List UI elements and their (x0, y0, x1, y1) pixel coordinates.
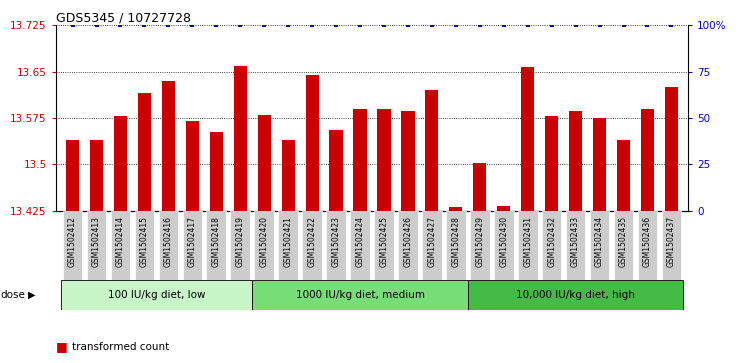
Text: GSM1502424: GSM1502424 (356, 216, 365, 267)
FancyBboxPatch shape (422, 211, 442, 280)
Text: GSM1502430: GSM1502430 (499, 216, 508, 267)
FancyBboxPatch shape (590, 211, 609, 280)
FancyBboxPatch shape (374, 211, 394, 280)
FancyBboxPatch shape (252, 280, 468, 310)
Bar (401, 111, 414, 211)
Bar (497, 206, 510, 211)
Bar (234, 65, 247, 211)
Text: GSM1502418: GSM1502418 (212, 216, 221, 267)
FancyBboxPatch shape (661, 211, 682, 280)
Text: GSM1502412: GSM1502412 (68, 216, 77, 267)
Text: ■: ■ (56, 340, 68, 353)
Bar (161, 81, 175, 211)
Bar (545, 116, 558, 211)
Text: GSM1502422: GSM1502422 (307, 216, 317, 267)
FancyBboxPatch shape (468, 280, 684, 310)
Text: GSM1502417: GSM1502417 (187, 216, 197, 267)
Text: GSM1502420: GSM1502420 (260, 216, 269, 267)
Text: GSM1502433: GSM1502433 (571, 216, 580, 267)
Text: GSM1502414: GSM1502414 (116, 216, 125, 267)
Text: GSM1502426: GSM1502426 (403, 216, 412, 267)
FancyBboxPatch shape (494, 211, 513, 280)
Bar (186, 121, 199, 211)
Bar (210, 131, 223, 211)
Bar (426, 90, 438, 211)
Bar (569, 111, 583, 211)
Text: 10,000 IU/kg diet, high: 10,000 IU/kg diet, high (516, 290, 635, 300)
FancyBboxPatch shape (518, 211, 537, 280)
FancyBboxPatch shape (135, 211, 154, 280)
Text: GSM1502421: GSM1502421 (283, 216, 292, 267)
FancyBboxPatch shape (60, 280, 252, 310)
FancyBboxPatch shape (111, 211, 130, 280)
FancyBboxPatch shape (446, 211, 466, 280)
FancyBboxPatch shape (158, 211, 179, 280)
FancyBboxPatch shape (614, 211, 633, 280)
Bar (641, 109, 654, 211)
Bar (66, 140, 79, 211)
Text: ▶: ▶ (28, 290, 36, 300)
Bar (377, 109, 391, 211)
Bar (114, 116, 127, 211)
FancyBboxPatch shape (302, 211, 322, 280)
Text: dose: dose (1, 290, 25, 300)
FancyBboxPatch shape (398, 211, 417, 280)
Text: transformed count: transformed count (72, 342, 170, 352)
FancyBboxPatch shape (62, 211, 83, 280)
Bar (257, 115, 271, 211)
FancyBboxPatch shape (182, 211, 202, 280)
FancyBboxPatch shape (327, 211, 346, 280)
Text: GSM1502428: GSM1502428 (452, 216, 461, 267)
Bar (593, 118, 606, 211)
FancyBboxPatch shape (638, 211, 657, 280)
Text: GSM1502429: GSM1502429 (475, 216, 484, 267)
Text: GSM1502432: GSM1502432 (547, 216, 557, 267)
Bar (521, 68, 534, 211)
Text: GDS5345 / 10727728: GDS5345 / 10727728 (56, 11, 190, 24)
Text: GSM1502437: GSM1502437 (667, 216, 676, 267)
FancyBboxPatch shape (565, 211, 586, 280)
FancyBboxPatch shape (254, 211, 274, 280)
Text: GSM1502427: GSM1502427 (427, 216, 437, 267)
Bar (473, 163, 487, 211)
Text: GSM1502425: GSM1502425 (379, 216, 388, 267)
Bar (281, 140, 295, 211)
Text: GSM1502415: GSM1502415 (140, 216, 149, 267)
FancyBboxPatch shape (350, 211, 370, 280)
Text: GSM1502413: GSM1502413 (92, 216, 101, 267)
FancyBboxPatch shape (542, 211, 562, 280)
FancyBboxPatch shape (87, 211, 106, 280)
Text: GSM1502423: GSM1502423 (332, 216, 341, 267)
Bar (138, 93, 151, 211)
Text: GSM1502431: GSM1502431 (523, 216, 532, 267)
FancyBboxPatch shape (231, 211, 250, 280)
Bar (617, 140, 630, 211)
Text: GSM1502419: GSM1502419 (236, 216, 245, 267)
Bar (90, 140, 103, 211)
FancyBboxPatch shape (278, 211, 298, 280)
FancyBboxPatch shape (470, 211, 490, 280)
Text: GSM1502436: GSM1502436 (643, 216, 652, 267)
Text: GSM1502416: GSM1502416 (164, 216, 173, 267)
FancyBboxPatch shape (207, 211, 226, 280)
Bar (665, 87, 678, 211)
Bar (330, 130, 343, 211)
Bar (449, 208, 463, 211)
Bar (353, 109, 367, 211)
Text: GSM1502434: GSM1502434 (595, 216, 604, 267)
Bar (306, 75, 318, 211)
Text: 100 IU/kg diet, low: 100 IU/kg diet, low (108, 290, 205, 300)
Text: 1000 IU/kg diet, medium: 1000 IU/kg diet, medium (295, 290, 425, 300)
Text: GSM1502435: GSM1502435 (619, 216, 628, 267)
